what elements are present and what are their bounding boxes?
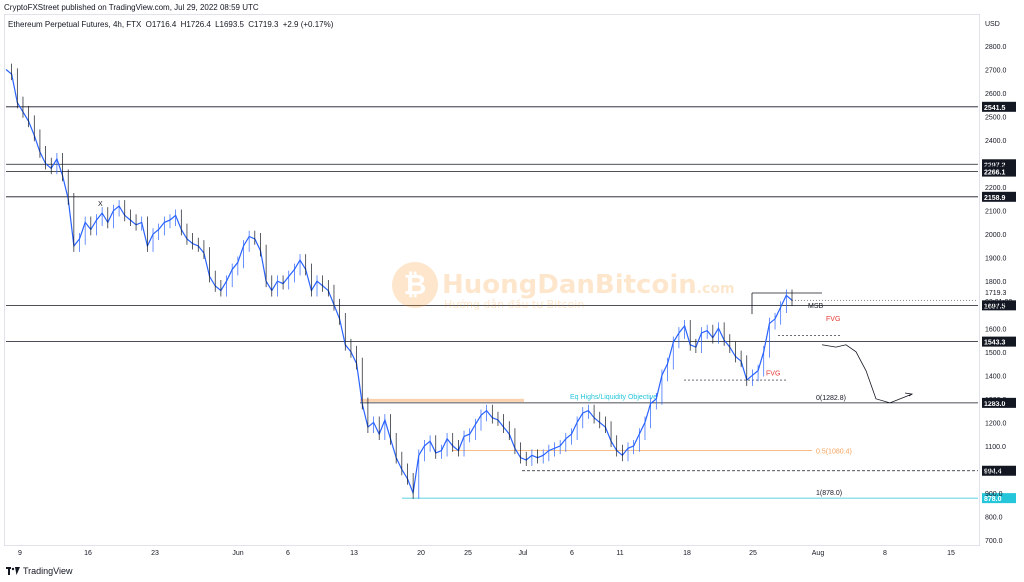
y-tick-label: 900.0 [985, 491, 1003, 498]
ohlc-open: O1716.4 [145, 20, 177, 29]
y-tick-label: 1300.0 [985, 397, 1007, 404]
level-price-label: 2541.5 [984, 105, 1006, 112]
level-price-tag [982, 191, 1016, 202]
y-tick-label: 2500.0 [985, 115, 1007, 122]
symbol-name[interactable]: Ethereum Perpetual Futures, 4h, FTX [8, 20, 142, 29]
watermark-subtitle: Hướng dẫn đầu tư Bitcoin [444, 298, 585, 311]
fib-1-label: 1(878.0) [816, 490, 842, 497]
fvg-lower-label: FVG [766, 370, 780, 377]
y-tick-label: 2300.0 [985, 162, 1007, 169]
x-mark-label: X [98, 201, 103, 208]
x-tick-label: 25 [749, 550, 757, 557]
x-tick-label: 13 [350, 550, 358, 557]
y-tick-label: 2400.0 [985, 138, 1007, 145]
y-tick-label: 2000.0 [985, 232, 1007, 239]
x-tick-label: 20 [417, 550, 425, 557]
currency-label: USD [985, 21, 1000, 28]
y-tick-label: 2700.0 [985, 68, 1007, 75]
y-tick-label: 2100.0 [985, 209, 1007, 216]
x-tick-label: 6 [286, 550, 290, 557]
x-tick-label: 11 [616, 550, 623, 557]
level-price-tag [982, 493, 1016, 504]
msb-label: MSB [808, 303, 824, 310]
publisher-caption: CryptoFXStreet published on TradingView.… [4, 3, 259, 12]
y-tick-label: 2200.0 [985, 185, 1007, 192]
last-price-label: 1719.3 [985, 290, 1007, 297]
y-tick-label: 2800.0 [985, 44, 1007, 51]
level-price-label: 2297.2 [984, 162, 1006, 169]
y-tick-label: 1200.0 [985, 420, 1007, 427]
watermark: ₿ HuongDanBitcoin.com Hướng dẫn đầu tư B… [392, 262, 735, 311]
watermark-title: HuongDanBitcoin.com [442, 270, 735, 300]
level-price-tag [982, 101, 1016, 112]
x-tick-label: 18 [683, 550, 691, 557]
price-line [5, 69, 793, 496]
ohlc-change: +2.9 (+0.17%) [282, 20, 334, 29]
fvg-upper-label: FVG [826, 316, 840, 323]
tradingview-footer[interactable]: TradingView [6, 566, 73, 576]
x-tick-label: 15 [947, 550, 955, 557]
level-price-tag [982, 465, 1016, 476]
level-price-label: 994.4 [984, 469, 1002, 476]
x-tick-label: Jul [519, 550, 528, 557]
bitcoin-logo-icon: ₿ [392, 262, 438, 308]
y-tick-label: 1000.0 [985, 467, 1007, 474]
annotations-layer: 0.5(1080.4) 0(1282.8) 1(878.0) Eq Highs/Liq… [98, 201, 914, 497]
y-axis[interactable]: USD2800.02700.02600.02500.02400.02300.02… [985, 21, 1007, 545]
fib-0-label: 0(1282.8) [816, 395, 846, 402]
y-tick-label: 700.0 [985, 538, 1003, 545]
footer-brand: TradingView [23, 566, 73, 576]
x-tick-label: Aug [812, 550, 825, 557]
x-tick-label: 9 [18, 550, 22, 557]
x-tick-label: Jun [232, 550, 243, 557]
level-price-tag [982, 397, 1016, 408]
ohlc-close: C1719.3 [248, 20, 279, 29]
fib-05-label: 0.5(1080.4) [816, 449, 852, 456]
level-price-label: 2158.9 [984, 195, 1006, 202]
price-series: 1719.3 03:01:00 [5, 63, 1012, 499]
x-tick-label: 8 [883, 550, 887, 557]
level-price-label: 2266.1 [984, 170, 1006, 177]
level-price-tag [982, 166, 1016, 177]
tradingview-logo-icon [6, 567, 20, 575]
x-axis[interactable]: 9 16 23 Jun 6 13 20 25 Jul 6 11 18 25 Aug 8 15 [18, 550, 955, 557]
y-tick-label: 1400.0 [985, 373, 1007, 380]
x-tick-label: 25 [464, 550, 472, 557]
projection-path [821, 344, 913, 404]
y-tick-label: 2600.0 [985, 91, 1007, 98]
symbol-legend: Ethereum Perpetual Futures, 4h, FTX O171… [8, 20, 335, 29]
level-price-label: 1697.5 [984, 303, 1006, 310]
chart-frame [4, 14, 980, 546]
x-tick-label: 16 [84, 550, 92, 557]
y-tick-label: 1100.0 [985, 444, 1006, 451]
y-tick-label: 800.0 [985, 514, 1003, 521]
y-tick-label: 1700.0 [985, 303, 1007, 310]
level-price-label: 1543.3 [984, 340, 1006, 347]
projection-arrow-icon [904, 392, 914, 397]
eq-highs-zone [360, 398, 524, 402]
level-price-label: 1283.0 [984, 401, 1006, 408]
countdown-label: 03:01:00 [985, 299, 1012, 306]
y-tick-label: 1600.0 [985, 326, 1007, 333]
y-tick-label: 1500.0 [985, 350, 1007, 357]
y-tick-label: 1900.0 [985, 256, 1007, 263]
x-tick-label: 6 [570, 550, 574, 557]
level-price-tag [982, 159, 1016, 170]
y-tick-label: 1800.0 [985, 279, 1007, 286]
level-price-tag [982, 300, 1016, 311]
ohlc-high: H1726.4 [180, 20, 211, 29]
level-price-label: 878.0 [984, 496, 1002, 503]
eq-highs-label: Eq Highs/Liquidity Objective [570, 394, 657, 401]
x-tick-label: 23 [151, 550, 159, 557]
ohlc-low: L1693.5 [215, 20, 244, 29]
level-price-tag [982, 336, 1016, 347]
